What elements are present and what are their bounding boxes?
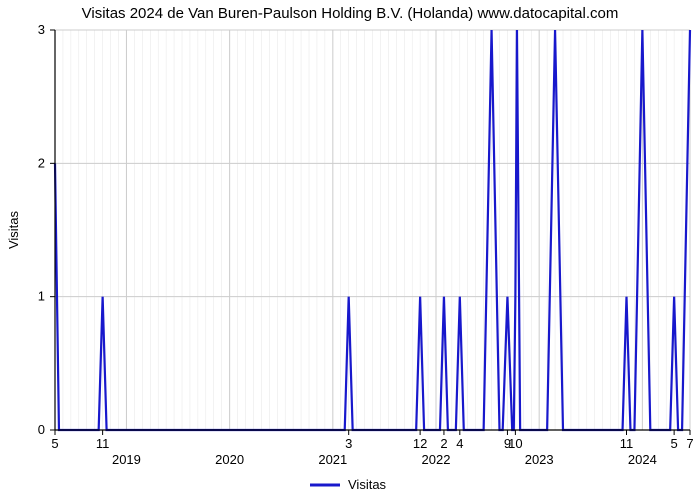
- y-axis-label: Visitas: [6, 210, 21, 249]
- x-year-label: 2024: [628, 452, 657, 467]
- y-tick-label: 2: [38, 155, 45, 170]
- x-month-label: 12: [413, 436, 427, 451]
- x-month-label: 2: [440, 436, 447, 451]
- x-month-label: 5: [671, 436, 678, 451]
- x-year-label: 2019: [112, 452, 141, 467]
- y-tick-label: 3: [38, 22, 45, 37]
- y-tick-label: 0: [38, 422, 45, 437]
- x-month-label: 4: [456, 436, 463, 451]
- y-tick-label: 1: [38, 289, 45, 304]
- x-month-label: 11: [96, 436, 110, 451]
- x-year-label: 2023: [525, 452, 554, 467]
- legend-label: Visitas: [348, 477, 387, 492]
- x-year-label: 2021: [318, 452, 347, 467]
- x-year-label: 2020: [215, 452, 244, 467]
- chart-container: Visitas 2024 de Van Buren-Paulson Holdin…: [0, 0, 700, 500]
- x-month-label: 3: [345, 436, 352, 451]
- x-month-label: 10: [508, 436, 522, 451]
- x-month-label: 7: [686, 436, 693, 451]
- x-month-label: 11: [620, 436, 634, 451]
- x-month-label: 5: [51, 436, 58, 451]
- chart-title: Visitas 2024 de Van Buren-Paulson Holdin…: [82, 5, 619, 22]
- x-year-label: 2022: [422, 452, 451, 467]
- visits-line-chart: Visitas 2024 de Van Buren-Paulson Holdin…: [0, 0, 700, 500]
